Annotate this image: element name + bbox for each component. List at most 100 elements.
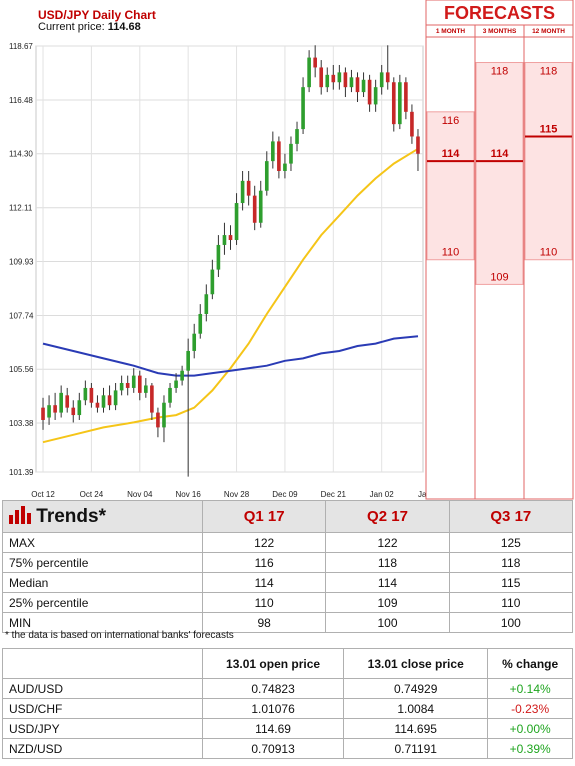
candle-body bbox=[228, 235, 233, 241]
candle-body bbox=[113, 390, 118, 406]
percent-change: +0.39% bbox=[487, 738, 573, 759]
forecast-column-label: 3 MONTHS bbox=[483, 28, 517, 35]
pair-name: NZD/USD bbox=[2, 738, 203, 759]
candle-body bbox=[264, 161, 269, 191]
trends-cell: 118 bbox=[448, 552, 574, 573]
candle-body bbox=[367, 79, 372, 105]
x-tick-label: Oct 24 bbox=[80, 490, 104, 499]
usdjpy-chart: 118.67 116.48 114.30 112.11 109.93 107.74 105.… bbox=[9, 0, 574, 500]
trends-cell: 116 bbox=[201, 552, 327, 573]
candle-body bbox=[198, 313, 203, 334]
open-price: 0.74823 bbox=[201, 678, 345, 699]
trends-column-header: Q3 17 bbox=[448, 500, 574, 533]
candle-body bbox=[162, 402, 166, 428]
trends-title: Trends* bbox=[36, 505, 106, 527]
table-row: USD/CHF 1.01076 1.0084 -0.23% bbox=[2, 698, 573, 719]
candle-body bbox=[59, 392, 63, 413]
forecast-low-label: 109 bbox=[490, 271, 508, 283]
table-row: 25% percentile 110 109 110 bbox=[2, 592, 574, 613]
trends-row-label: MAX bbox=[2, 532, 203, 553]
candle-body bbox=[192, 333, 197, 351]
trends-cell: 115 bbox=[448, 572, 574, 593]
candle-body bbox=[391, 82, 396, 125]
trends-cell: 114 bbox=[201, 572, 327, 593]
percent-change: +0.00% bbox=[487, 718, 573, 739]
trends-cell: 125 bbox=[448, 532, 574, 553]
candle-body bbox=[319, 67, 324, 88]
candle-body bbox=[379, 72, 384, 88]
candle-body bbox=[373, 87, 378, 105]
candle-body bbox=[77, 400, 82, 416]
plot-area bbox=[35, 45, 424, 473]
pct-column-header: 13.01 close price bbox=[343, 648, 489, 679]
candle-body bbox=[246, 180, 251, 196]
open-price: 114.69 bbox=[201, 718, 345, 739]
candle-body bbox=[53, 405, 57, 413]
trends-cell: 118 bbox=[325, 552, 450, 573]
candle-body bbox=[404, 82, 408, 112]
pair-name: USD/CHF bbox=[2, 698, 203, 719]
table-row: AUD/USD 0.74823 0.74929 +0.14% bbox=[2, 678, 573, 699]
candle-body bbox=[410, 111, 414, 137]
price-change-table: 13.01 open price 13.01 close price% chang… bbox=[2, 648, 573, 759]
bar-chart-icon bbox=[9, 505, 31, 524]
pct-header-row: 13.01 open price 13.01 close price% chang… bbox=[2, 648, 573, 679]
candle-body bbox=[222, 235, 227, 245]
y-tick-label: 114.30 bbox=[9, 150, 33, 159]
candle-body bbox=[240, 180, 245, 204]
trends-cell: 109 bbox=[325, 592, 450, 613]
y-tick-label: 118.67 bbox=[9, 42, 33, 51]
trends-cell: 110 bbox=[201, 592, 327, 613]
candle-body bbox=[65, 395, 70, 408]
open-price: 0.70913 bbox=[201, 738, 345, 759]
table-row: 75% percentile 116 118 118 bbox=[2, 552, 574, 573]
candle-body bbox=[277, 141, 281, 171]
candle-body bbox=[258, 190, 263, 223]
trends-column-header: Q1 17 bbox=[201, 500, 327, 533]
open-price: 1.01076 bbox=[201, 698, 345, 719]
candle-body bbox=[119, 383, 124, 391]
candle-body bbox=[301, 87, 305, 130]
pct-column-header: 13.01 open price bbox=[201, 648, 345, 679]
candle-body bbox=[186, 350, 190, 371]
candle-body bbox=[204, 294, 209, 314]
candle-body bbox=[174, 380, 178, 388]
candle-body bbox=[343, 72, 348, 88]
forecast-high-label: 116 bbox=[442, 115, 460, 127]
forecast-median-label: 114 bbox=[442, 148, 461, 160]
candle-body bbox=[295, 129, 299, 144]
trends-cell: 100 bbox=[325, 612, 450, 633]
candle-body bbox=[41, 407, 45, 420]
current-price: Current price: 114.68 bbox=[38, 21, 141, 33]
candle-body bbox=[331, 74, 336, 83]
candle-body bbox=[137, 375, 142, 393]
candle-body bbox=[83, 387, 88, 401]
chart-area: 118.67 116.48 114.30 112.11 109.93 107.74 105.… bbox=[9, 0, 574, 500]
candle-body bbox=[125, 383, 130, 388]
trends-column-header: Q2 17 bbox=[325, 500, 450, 533]
trends-cell: 100 bbox=[448, 612, 574, 633]
forecast-high-label: 118 bbox=[491, 66, 509, 78]
table-row: MIN 98 100 100 bbox=[2, 612, 574, 633]
forecast-high-label: 118 bbox=[540, 66, 558, 78]
candle-body bbox=[271, 141, 275, 162]
close-price: 114.695 bbox=[343, 718, 489, 739]
candle-body bbox=[398, 82, 402, 125]
candle-body bbox=[313, 57, 317, 68]
chart-title: USD/JPY Daily Chart bbox=[38, 8, 156, 22]
current-price-value: 114.68 bbox=[107, 21, 141, 33]
candle-body bbox=[180, 370, 184, 381]
x-tick-label: Jan 02 bbox=[370, 490, 395, 499]
table-row: MAX 122 122 125 bbox=[2, 532, 574, 553]
x-tick-label: Dec 21 bbox=[321, 490, 347, 499]
candle-body bbox=[156, 412, 160, 428]
trends-title-cell: Trends* bbox=[2, 500, 203, 533]
close-price: 0.74929 bbox=[343, 678, 489, 699]
pair-name: AUD/USD bbox=[2, 678, 203, 699]
close-price: 0.71191 bbox=[343, 738, 489, 759]
trends-cell: 98 bbox=[201, 612, 327, 633]
forecast-column-label: 1 MONTH bbox=[436, 28, 466, 35]
x-tick-label: Nov 04 bbox=[127, 490, 153, 499]
candle-body bbox=[355, 77, 360, 93]
candle-body bbox=[71, 407, 76, 416]
